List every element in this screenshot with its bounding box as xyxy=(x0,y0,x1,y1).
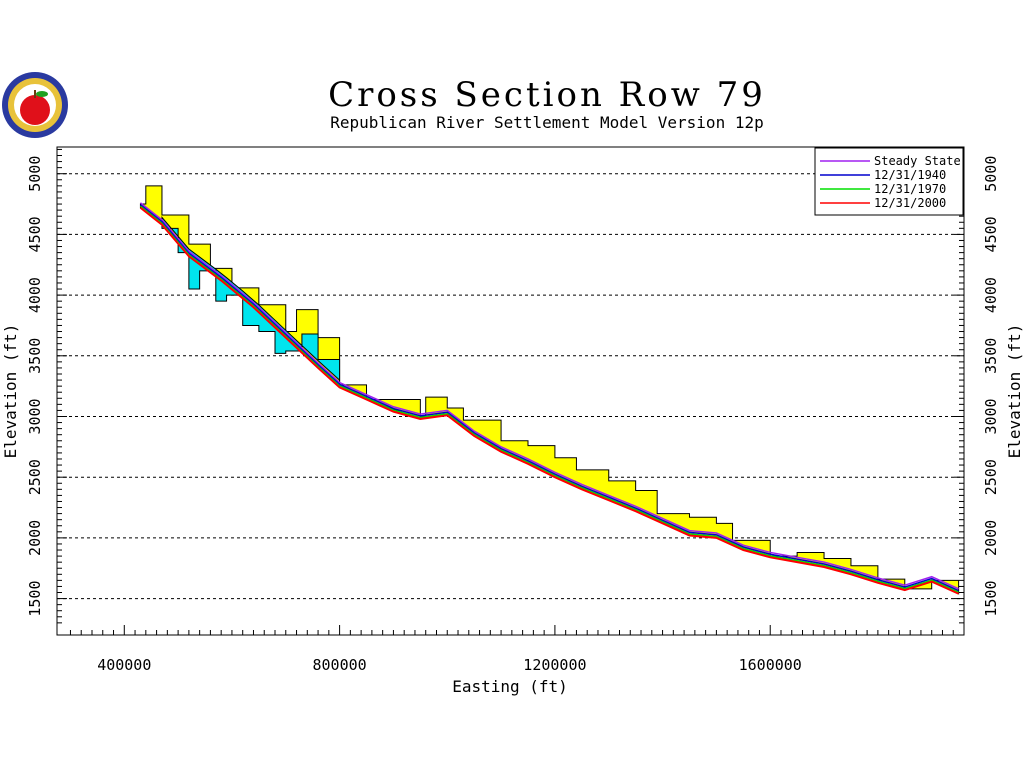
y-tick-label: 4000 xyxy=(982,277,1000,313)
y-tick-label: 4500 xyxy=(982,216,1000,252)
apple-seal-logo xyxy=(2,72,68,138)
series-line xyxy=(139,206,960,595)
x-tick-label: 400000 xyxy=(97,656,151,674)
legend-label: 12/31/2000 xyxy=(874,196,946,210)
legend-label: Steady State xyxy=(874,154,961,168)
series-line xyxy=(139,204,959,592)
y-tick-label: 2500 xyxy=(982,459,1000,495)
x-tick-label: 800000 xyxy=(313,656,367,674)
series-line xyxy=(139,202,959,590)
y-tick-label: 3500 xyxy=(26,338,44,374)
y-tick-label: 2000 xyxy=(26,520,44,556)
legend-label: 12/31/1970 xyxy=(874,182,946,196)
x-axis-title: Easting (ft) xyxy=(452,677,568,696)
series-line xyxy=(139,205,959,593)
y-tick-labels-left: 1500 2000 2500 3000 3500 4000 4500 5000 xyxy=(26,156,44,617)
y-tick-label: 2000 xyxy=(982,520,1000,556)
plot-area xyxy=(56,146,965,636)
y-axis-title-left: Elevation (ft) xyxy=(1,324,20,459)
y-tick-label: 1500 xyxy=(26,581,44,617)
legend-label: 12/31/1940 xyxy=(874,168,946,182)
y-tick-label: 5000 xyxy=(26,156,44,192)
chart-title: Cross Section Row 79 xyxy=(328,75,766,115)
y-tick-label: 5000 xyxy=(982,156,1000,192)
fill-layer xyxy=(139,185,960,595)
y-axis-title-right: Elevation (ft) xyxy=(1005,324,1024,459)
y-tick-label: 3500 xyxy=(982,338,1000,374)
y-tick-label: 4000 xyxy=(26,277,44,313)
y-tick-label: 2500 xyxy=(26,459,44,495)
y-tick-label: 4500 xyxy=(26,216,44,252)
chart-subtitle: Republican River Settlement Model Versio… xyxy=(330,113,763,132)
legend: Steady State12/31/194012/31/197012/31/20… xyxy=(814,147,964,216)
line-layer xyxy=(139,202,960,595)
apple-icon xyxy=(20,95,50,125)
y-tick-label: 3000 xyxy=(982,398,1000,434)
y-tick-labels-right: 1500 2000 2500 3000 3500 4000 4500 5000 xyxy=(982,156,1000,617)
x-tick-labels: 400000 800000 1200000 1600000 xyxy=(97,656,802,674)
y-tick-label: 1500 xyxy=(982,581,1000,617)
grid-lines xyxy=(57,173,964,600)
x-tick-label: 1600000 xyxy=(739,656,802,674)
y-tick-label: 3000 xyxy=(26,398,44,434)
x-tick-label: 1200000 xyxy=(523,656,586,674)
land-surface-fill xyxy=(139,185,960,595)
